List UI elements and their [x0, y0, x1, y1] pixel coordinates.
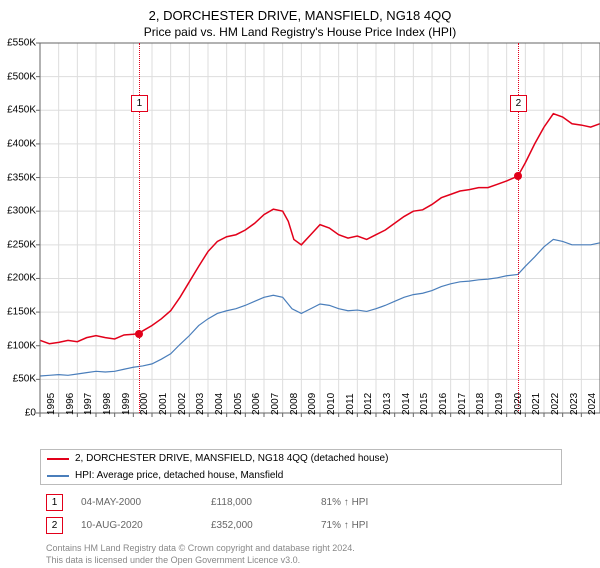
event-marker-1: 1 [131, 95, 148, 112]
y-tick-label: £450K [7, 105, 40, 116]
sale-price: £352,000 [211, 520, 321, 531]
sale-row: 1 04-MAY-2000£118,00081% ↑ HPI [40, 491, 560, 514]
event-dot-2 [514, 172, 522, 180]
x-tick-label: 2010 [324, 393, 337, 415]
legend: 2, DORCHESTER DRIVE, MANSFIELD, NG18 4QQ… [40, 449, 562, 485]
x-tick-label: 2012 [361, 393, 374, 415]
x-tick-label: 1997 [81, 393, 94, 415]
y-tick-label: £50K [13, 374, 40, 385]
x-tick-label: 1995 [44, 393, 57, 415]
x-tick-label: 2013 [380, 393, 393, 415]
y-tick-label: £350K [7, 172, 40, 183]
x-tick-label: 2001 [156, 393, 169, 415]
x-tick-label: 1999 [119, 393, 132, 415]
x-tick-label: 2002 [175, 393, 188, 415]
x-tick-label: 2024 [585, 393, 598, 415]
event-marker-2: 2 [510, 95, 527, 112]
legend-item: HPI: Average price, detached house, Mans… [41, 467, 561, 484]
sale-date: 10-AUG-2020 [81, 520, 211, 531]
y-tick-label: £100K [7, 340, 40, 351]
x-tick-label: 2004 [212, 393, 225, 415]
x-tick-label: 2021 [529, 393, 542, 415]
y-tick-label: £300K [7, 206, 40, 217]
x-tick-label: 2000 [137, 393, 150, 415]
y-tick-label: £0 [25, 408, 40, 419]
sale-compare: 71% ↑ HPI [321, 520, 368, 531]
sale-marker: 2 [46, 517, 63, 534]
chart-subtitle: Price paid vs. HM Land Registry's House … [0, 23, 600, 43]
chart-title: 2, DORCHESTER DRIVE, MANSFIELD, NG18 4QQ [0, 0, 600, 23]
y-tick-label: £200K [7, 273, 40, 284]
legend-label: HPI: Average price, detached house, Mans… [75, 470, 283, 481]
x-tick-label: 2006 [249, 393, 262, 415]
x-tick-label: 2020 [511, 393, 524, 415]
y-tick-label: £400K [7, 138, 40, 149]
x-tick-label: 2016 [436, 393, 449, 415]
price-chart: 12£0£50K£100K£150K£200K£250K£300K£350K£4… [40, 43, 600, 413]
sale-compare: 81% ↑ HPI [321, 497, 368, 508]
legend-item: 2, DORCHESTER DRIVE, MANSFIELD, NG18 4QQ… [41, 450, 561, 467]
x-tick-label: 2005 [231, 393, 244, 415]
y-tick-label: £550K [7, 38, 40, 49]
sale-price: £118,000 [211, 497, 321, 508]
legend-swatch [47, 458, 69, 460]
footer-line2: This data is licensed under the Open Gov… [46, 555, 566, 567]
x-tick-label: 1998 [100, 393, 113, 415]
sales-table: 1 04-MAY-2000£118,00081% ↑ HPI 2 10-AUG-202… [40, 491, 560, 537]
y-tick-label: £250K [7, 239, 40, 250]
footer-line1: Contains HM Land Registry data © Crown c… [46, 543, 566, 555]
x-tick-label: 2022 [548, 393, 561, 415]
sale-date: 04-MAY-2000 [81, 497, 211, 508]
y-tick-label: £150K [7, 307, 40, 318]
x-tick-label: 2009 [305, 393, 318, 415]
legend-swatch [47, 475, 69, 477]
sale-marker: 1 [46, 494, 63, 511]
x-tick-label: 2003 [193, 393, 206, 415]
x-tick-label: 2008 [287, 393, 300, 415]
x-tick-label: 2007 [268, 393, 281, 415]
event-dot-1 [135, 330, 143, 338]
legend-label: 2, DORCHESTER DRIVE, MANSFIELD, NG18 4QQ… [75, 453, 388, 464]
footer-attribution: Contains HM Land Registry data © Crown c… [40, 541, 572, 568]
x-tick-label: 2011 [343, 393, 356, 415]
x-tick-label: 2023 [567, 393, 580, 415]
x-tick-label: 2014 [399, 393, 412, 415]
x-tick-label: 1996 [63, 393, 76, 415]
y-tick-label: £500K [7, 71, 40, 82]
x-tick-label: 2015 [417, 393, 430, 415]
x-tick-label: 2019 [492, 393, 505, 415]
x-tick-label: 2017 [455, 393, 468, 415]
sale-row: 2 10-AUG-2020£352,00071% ↑ HPI [40, 514, 560, 537]
x-tick-label: 2018 [473, 393, 486, 415]
